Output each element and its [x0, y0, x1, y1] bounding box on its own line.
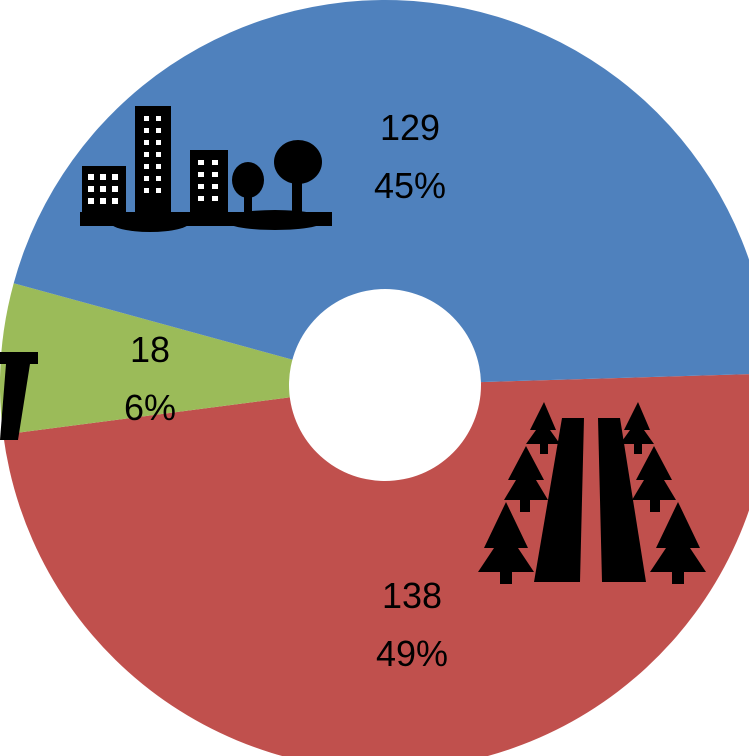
green-slice-value-label: 18: [130, 329, 170, 370]
road-through-forest-icon: [478, 402, 706, 584]
slice-129: [13, 0, 749, 385]
rural-structure-icon: [0, 352, 38, 440]
red-slice-value-label: 138: [382, 575, 442, 616]
red-slice-percent-label: 49%: [376, 633, 448, 674]
city-buildings-trees-icon: [80, 106, 332, 232]
slice-18: [0, 283, 386, 435]
blue-slice-percent-label: 45%: [374, 165, 446, 206]
blue-slice-value-label: 129: [380, 107, 440, 148]
green-slice-percent-label: 6%: [124, 387, 176, 428]
donut-hole: [289, 289, 481, 481]
